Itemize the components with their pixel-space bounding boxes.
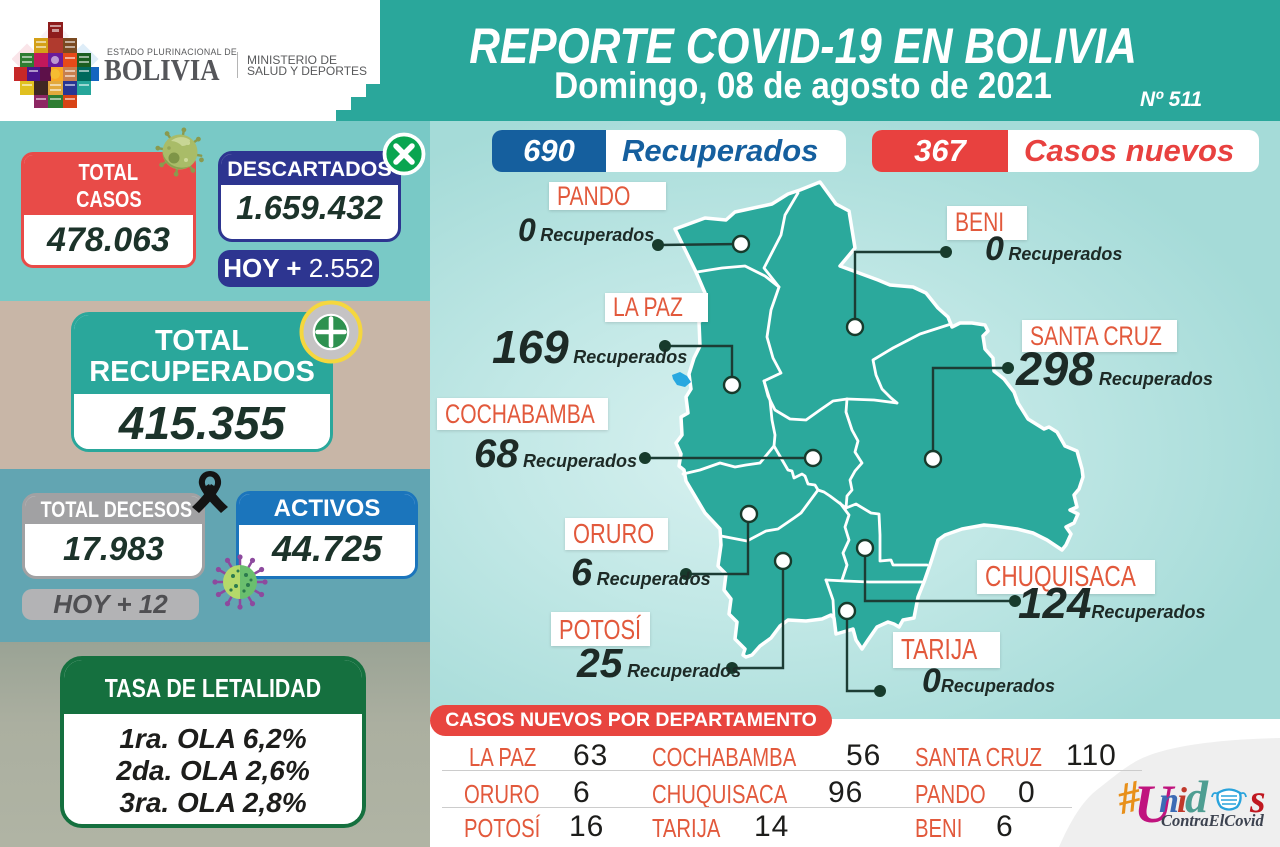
svg-text:ContraElCovid: ContraElCovid	[1161, 811, 1264, 830]
svg-text:d: d	[1185, 771, 1209, 822]
svg-text:s: s	[1249, 776, 1266, 821]
svg-text:U: U	[1134, 774, 1176, 834]
svg-text:i: i	[1177, 780, 1187, 820]
svg-text:n: n	[1159, 780, 1179, 820]
